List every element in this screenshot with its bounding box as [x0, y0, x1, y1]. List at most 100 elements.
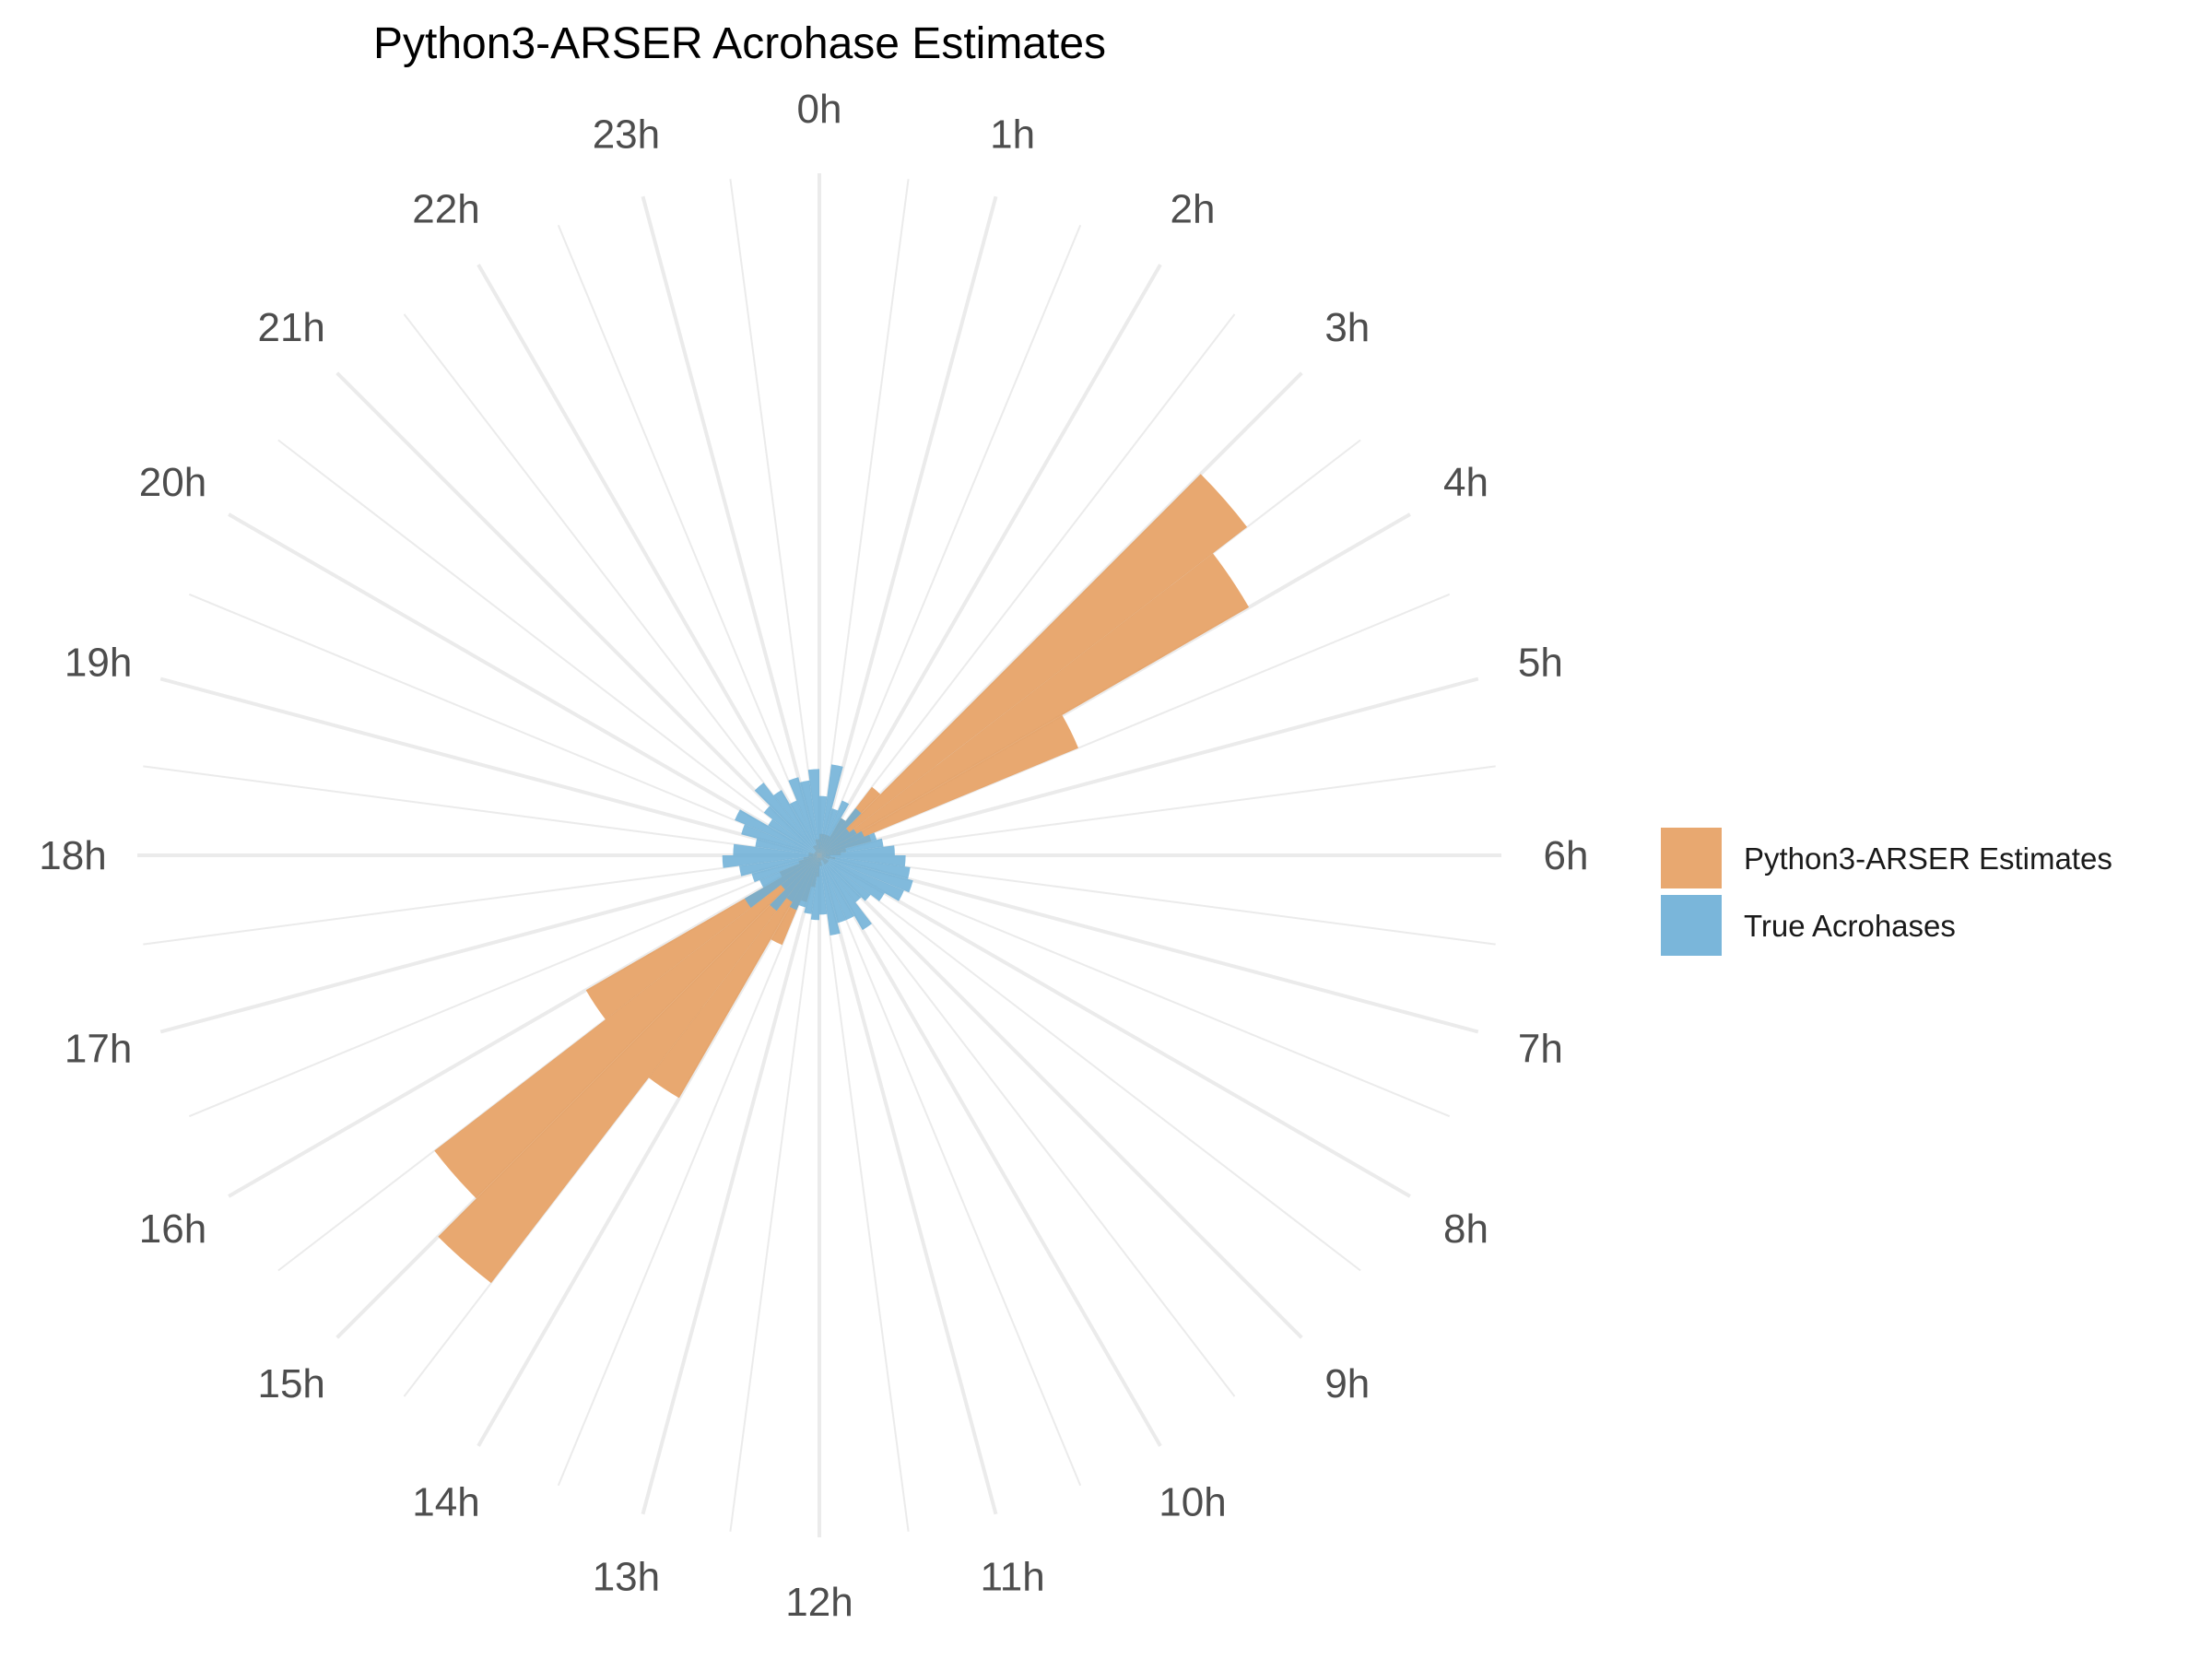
bar-true-bin-32	[759, 855, 819, 888]
legend-label-0: Python3-ARSER Estimates	[1744, 841, 2112, 876]
bar-true-bin-30	[781, 855, 819, 890]
bar-true-bin-5	[819, 807, 862, 855]
bar-estimate-bin-8	[819, 714, 1078, 855]
bar-true-bin-45	[788, 777, 819, 855]
hour-label-16: 16h	[139, 1206, 206, 1252]
hour-label-9: 9h	[1324, 1361, 1370, 1406]
series-python3-arser-estimates	[434, 474, 1250, 1284]
hour-label-4: 4h	[1443, 460, 1488, 505]
bar-true-bin-13	[819, 855, 911, 879]
hour-label-15: 15h	[257, 1361, 324, 1406]
bar-true-bin-38	[741, 824, 819, 855]
bar-true-bin-25	[804, 855, 819, 914]
hour-label-3: 3h	[1324, 305, 1370, 350]
polar-grid	[137, 173, 1501, 1537]
grid-spoke-major	[818, 677, 1479, 857]
bar-true-bin-19	[819, 855, 872, 931]
bar-estimate-bin-29	[438, 855, 819, 1284]
legend-key-1	[1661, 895, 1722, 956]
bar-true-bin-9	[819, 832, 877, 855]
grid-spoke-major	[641, 854, 821, 1515]
bar-true-bin-29	[770, 855, 819, 912]
grid-spoke-major	[159, 677, 820, 857]
bar-true-bin-36	[733, 843, 819, 855]
grid-spoke-minor	[557, 224, 820, 856]
grid-spoke-minor	[143, 765, 820, 856]
grid-spoke-minor	[188, 593, 820, 856]
hour-label-10: 10h	[1159, 1480, 1226, 1525]
bar-true-bin-42	[754, 782, 819, 855]
bar-true-bin-39	[735, 809, 819, 855]
grid-spoke-minor	[818, 854, 910, 1532]
grid-spoke-major	[228, 853, 820, 1198]
grid-spoke-minor	[729, 854, 820, 1532]
grid-spoke-major	[477, 854, 821, 1447]
hour-label-6: 6h	[1544, 833, 1589, 878]
bar-true-bin-47	[807, 769, 819, 855]
bar-true-bin-27	[789, 855, 819, 911]
bar-true-bin-16	[819, 855, 885, 901]
grid-spoke-major	[818, 264, 1162, 856]
bar-true-bin-28	[786, 855, 819, 902]
grid-spoke-major	[477, 264, 821, 856]
bar-true-bin-26	[798, 855, 819, 908]
grid-spoke-minor	[143, 854, 820, 946]
grid-spoke-major	[818, 853, 1479, 1034]
bar-true-bin-7	[819, 829, 857, 855]
grid-spoke-minor	[818, 854, 1496, 946]
hour-label-17: 17h	[65, 1027, 132, 1072]
hour-label-8: 8h	[1443, 1206, 1488, 1252]
bar-true-bin-43	[773, 790, 819, 855]
bar-true-bin-0	[819, 795, 828, 855]
hour-label-13: 13h	[593, 1554, 660, 1599]
bar-true-bin-14	[819, 855, 913, 893]
grid-spoke-minor	[557, 854, 820, 1487]
bar-true-bin-4	[819, 818, 846, 855]
hour-label-22: 22h	[412, 187, 479, 232]
bar-true-bin-10	[819, 838, 884, 855]
bar-true-bin-40	[768, 818, 819, 855]
grid-spoke-minor	[818, 854, 1361, 1272]
grid-spoke-minor	[818, 854, 1236, 1397]
grid-spoke-major	[818, 853, 1411, 1198]
hour-label-21: 21h	[257, 305, 324, 350]
bar-true-bin-34	[739, 855, 819, 877]
hour-label-20: 20h	[139, 460, 206, 505]
hour-label-18: 18h	[39, 833, 106, 878]
grid-spoke-minor	[188, 854, 820, 1118]
legend: Python3-ARSER Estimates True Acrohases	[1661, 828, 2112, 956]
bar-true-bin-41	[763, 806, 819, 855]
grid-spoke-minor	[818, 854, 1451, 1118]
grid-spoke-major	[818, 195, 998, 856]
grid-spoke-major	[641, 195, 821, 856]
legend-key-0	[1661, 828, 1722, 888]
grid-spoke-major	[818, 853, 1303, 1339]
hour-label-23: 23h	[593, 112, 660, 158]
hour-labels: 0h 1h 2h 3h 4h 5h 6h 7h 8h 9h 10h 11h 12h 13h 14h 15h 16…	[39, 87, 1588, 1625]
hour-label-0: 0h	[797, 87, 842, 132]
grid-spoke-minor	[818, 313, 1236, 856]
bar-true-bin-21	[819, 855, 847, 924]
grid-spoke-minor	[818, 765, 1496, 856]
grid-spoke-minor	[403, 313, 820, 856]
bar-true-bin-8	[819, 830, 865, 855]
bar-true-bin-33	[751, 855, 819, 883]
hour-label-7: 7h	[1518, 1027, 1563, 1072]
hour-label-5: 5h	[1518, 640, 1563, 685]
grid-spoke-minor	[818, 854, 1082, 1487]
bar-true-bin-37	[755, 838, 819, 855]
bar-true-bin-20	[819, 855, 854, 921]
series-true-acrohases	[722, 764, 913, 935]
hour-label-14: 14h	[412, 1480, 479, 1525]
grid-spoke-minor	[818, 593, 1451, 856]
bar-estimate-bin-6	[819, 474, 1248, 855]
hour-label-2: 2h	[1171, 187, 1216, 232]
bar-estimate-bin-7	[819, 553, 1250, 855]
bar-true-bin-18	[819, 855, 862, 903]
bar-true-bin-46	[799, 780, 819, 855]
grid-spoke-major	[228, 512, 820, 857]
bar-true-bin-1	[819, 764, 843, 855]
grid-spoke-minor	[729, 179, 820, 856]
chart-title: Python3-ARSER Acrohase Estimates	[373, 19, 1106, 68]
